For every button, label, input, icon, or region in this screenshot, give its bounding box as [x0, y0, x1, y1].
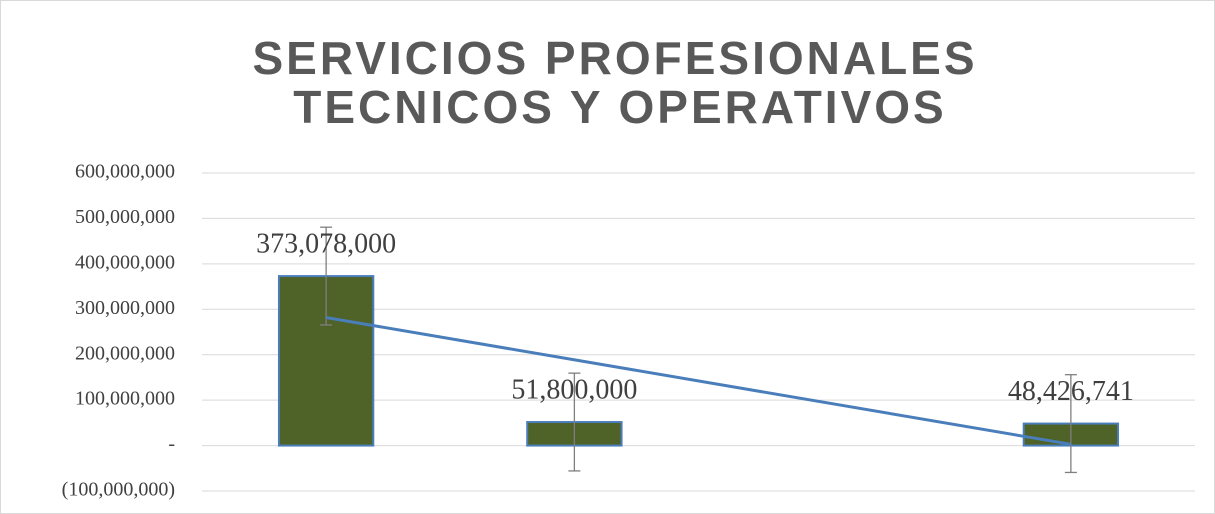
y-tick-label: 200,000,000 — [75, 342, 175, 364]
y-tick-label: (100,000,000) — [62, 479, 175, 501]
y-tick-label: 500,000,000 — [75, 206, 175, 228]
chart-title: TECNICOS Y OPERATIVOS — [293, 81, 946, 133]
y-tick-label: 400,000,000 — [75, 251, 175, 273]
y-tick-label: 300,000,000 — [75, 297, 175, 319]
data-label: 373,078,000 — [256, 229, 396, 260]
data-label: 51,800,000 — [511, 374, 637, 405]
trendline — [325, 316, 1072, 446]
chart-title: SERVICIOS PROFESIONALES — [252, 32, 977, 84]
y-tick-label: - — [168, 433, 175, 455]
y-tick-label: 100,000,000 — [75, 388, 175, 410]
data-label: 48,426,741 — [1008, 376, 1134, 407]
y-tick-label: 600,000,000 — [75, 161, 175, 183]
